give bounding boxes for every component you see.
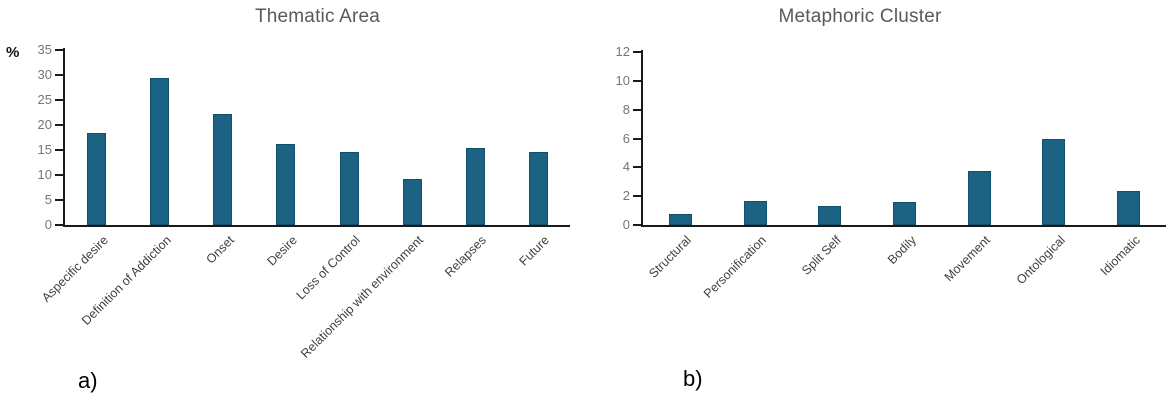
y-tick-label: 25 (37, 92, 52, 107)
y-axis-line (641, 50, 643, 227)
y-tick-label: 6 (622, 130, 630, 146)
y-tick (55, 124, 63, 126)
bar (743, 201, 767, 225)
y-tick (55, 49, 63, 51)
x-axis-line (641, 225, 1166, 227)
y-tick (633, 79, 641, 82)
panel-b-label: b) (683, 366, 703, 391)
x-category-label: Structural (646, 233, 695, 281)
chart-b-title: Metaphoric Cluster (778, 6, 942, 27)
bar (87, 133, 107, 225)
y-tick-label: 4 (622, 159, 630, 175)
bar (893, 201, 916, 225)
y-tick (633, 137, 641, 140)
bar (1117, 191, 1141, 225)
bar (1042, 138, 1066, 225)
y-tick-label: 10 (615, 72, 630, 88)
y-tick (55, 149, 63, 151)
bar (339, 151, 359, 225)
y-tick-label: 0 (622, 217, 630, 232)
y-tick (633, 108, 641, 111)
bar (967, 170, 991, 225)
bar (528, 151, 548, 225)
y-axis-line (63, 48, 65, 227)
bar (276, 143, 296, 225)
panel-a-label: a) (78, 368, 98, 393)
bar (213, 113, 233, 225)
y-tick (633, 166, 641, 169)
y-tick-label: 5 (44, 192, 52, 207)
bar (668, 214, 692, 225)
x-category-label: Idiomatic (1097, 233, 1143, 279)
x-axis-line (63, 225, 570, 227)
x-category-label: Bodily (884, 233, 919, 267)
y-tick (55, 174, 63, 176)
y-tick-label: 35 (37, 42, 52, 57)
y-tick (55, 74, 63, 76)
bar (818, 206, 842, 225)
y-tick (633, 51, 641, 53)
y-tick-label: 30 (37, 67, 52, 82)
y-tick (633, 224, 641, 226)
y-tick-label: 10 (37, 167, 52, 182)
y-tick (55, 224, 63, 226)
y-tick-label: 0 (44, 217, 52, 232)
chart-a-y-axis-unit-label: % (6, 44, 20, 61)
y-tick-label: 15 (37, 142, 52, 157)
bar (402, 178, 422, 225)
y-tick (55, 99, 63, 101)
x-category-label: Split Self (798, 233, 844, 278)
y-tick-label: 12 (615, 44, 630, 59)
y-tick-label: 8 (622, 101, 630, 117)
bar (465, 147, 485, 225)
bar (150, 77, 170, 225)
y-tick (633, 195, 641, 198)
y-tick (55, 199, 63, 201)
x-category-label: Movement (941, 233, 994, 285)
x-category-label: Personification (701, 233, 769, 301)
y-tick-label: 2 (622, 188, 630, 204)
y-tick-label: 20 (37, 117, 52, 132)
x-category-label: Ontological (1013, 233, 1068, 288)
chart-a-title: Thematic Area (254, 6, 381, 27)
